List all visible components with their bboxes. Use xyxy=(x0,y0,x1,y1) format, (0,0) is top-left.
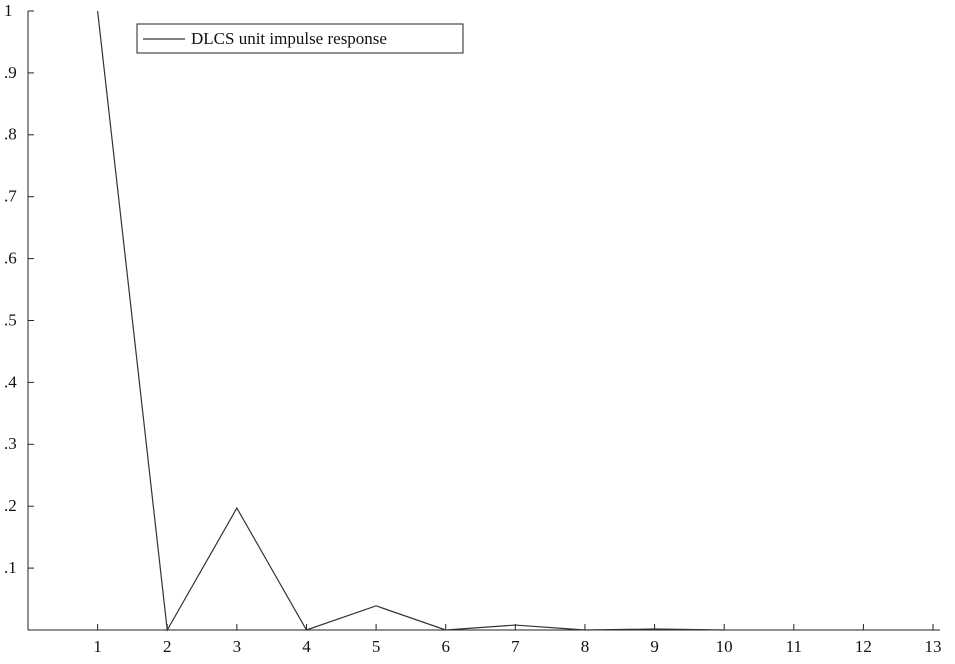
x-tick-label: 3 xyxy=(233,637,242,656)
x-tick-label: 11 xyxy=(786,637,802,656)
y-tick-label: .1 xyxy=(4,558,17,577)
x-tick-label: 9 xyxy=(650,637,659,656)
x-tick-label: 7 xyxy=(511,637,520,656)
x-tick-label: 2 xyxy=(163,637,172,656)
x-tick-label: 4 xyxy=(302,637,311,656)
x-tick-label: 6 xyxy=(441,637,450,656)
y-tick-label: .9 xyxy=(4,63,17,82)
x-tick-label: 8 xyxy=(581,637,590,656)
data-line xyxy=(97,10,725,632)
y-tick-label: .2 xyxy=(4,496,17,515)
x-tick-label: 12 xyxy=(855,637,872,656)
y-tick-label: .7 xyxy=(4,187,17,206)
y-tick-label: .4 xyxy=(4,372,17,391)
y-tick-label: .8 xyxy=(4,125,17,144)
x-tick-label: 5 xyxy=(372,637,381,656)
legend-box xyxy=(136,23,464,54)
y-tick-label: 1 xyxy=(4,1,13,20)
x-tick-label: 10 xyxy=(716,637,733,656)
x-tick-label: 13 xyxy=(925,637,942,656)
y-tick-label: .5 xyxy=(4,310,17,329)
y-tick-label: .6 xyxy=(4,249,17,268)
legend-label: DLCS unit impulse response xyxy=(191,29,387,48)
x-tick-label: 1 xyxy=(93,637,102,656)
y-tick-label: .3 xyxy=(4,434,17,453)
